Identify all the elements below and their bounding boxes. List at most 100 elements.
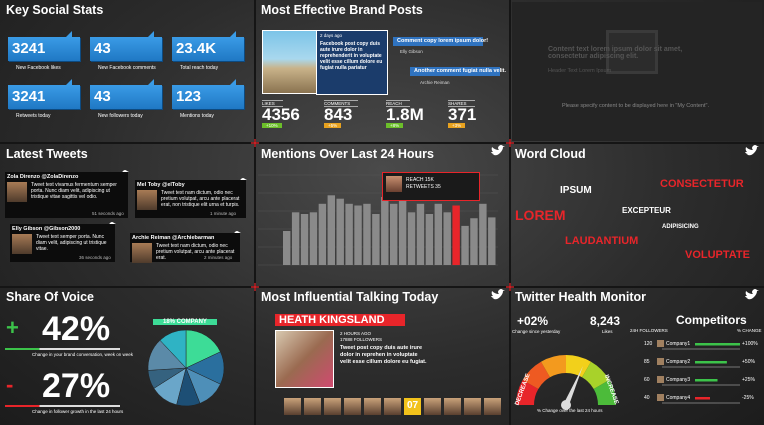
gauge-caption: % Change over the last 24 hours bbox=[537, 408, 603, 413]
panel-title: Latest Tweets bbox=[6, 147, 88, 161]
avatar-thumb: 07 bbox=[404, 398, 421, 415]
bubble-tail bbox=[66, 31, 72, 37]
tweet-time: 51 seconds ago bbox=[92, 211, 124, 216]
competitor-change: -25% bbox=[742, 395, 754, 401]
cloud-word: VOLUPTATE bbox=[685, 249, 750, 261]
competitor-followers: 120 bbox=[644, 341, 653, 347]
competitor-avatar bbox=[657, 340, 664, 347]
stat-label: New followers today bbox=[98, 113, 143, 119]
voice-line bbox=[5, 348, 120, 350]
metric-value: 1.8M bbox=[386, 105, 424, 124]
thumb-badge: 07 bbox=[407, 400, 419, 411]
mention-bar bbox=[291, 212, 300, 265]
pie-label: 18% COMPANY bbox=[153, 319, 217, 325]
gauge-segment bbox=[516, 380, 539, 405]
tweet-user: Zola Direnzo @ZolaDirenzo bbox=[7, 174, 79, 180]
gauge-segment bbox=[566, 355, 591, 378]
stat-label: New Facebook comments bbox=[98, 65, 156, 71]
influencer-photo bbox=[275, 330, 334, 388]
metric-label: SHARES bbox=[448, 100, 475, 107]
mention-bar bbox=[488, 217, 496, 265]
competitor-name: Company4 bbox=[666, 395, 691, 401]
competitors-title: Competitors bbox=[676, 313, 747, 327]
mention-bar bbox=[318, 203, 327, 265]
tweet-text: Tweet text nam dictum, odio nec pretium … bbox=[156, 243, 235, 261]
health-change-caption: Change since yesterday bbox=[512, 329, 561, 334]
tweet-text: Tweet text nam dictum, odio nec pretium … bbox=[161, 190, 240, 208]
metric-value: 371 bbox=[448, 105, 477, 124]
mention-bar bbox=[470, 218, 478, 265]
placeholder-icon bbox=[606, 30, 658, 74]
mention-bar bbox=[434, 203, 442, 265]
stat-value: 43 bbox=[94, 40, 111, 57]
tweet-time: 36 seconds ago bbox=[79, 255, 111, 260]
pie-slice bbox=[185, 329, 221, 369]
stat-value: 3241 bbox=[12, 88, 46, 105]
comment-bubble: Another comment fugiat nulla velit. bbox=[410, 67, 506, 76]
placeholder-note: Please specify content to be displayed h… bbox=[562, 103, 709, 109]
panel-title: Twitter Health Monitor bbox=[515, 290, 647, 304]
mention-bar bbox=[390, 203, 398, 265]
twitter-icon bbox=[745, 145, 759, 156]
competitor-bar bbox=[695, 379, 718, 382]
panel-title: Key Social Stats bbox=[6, 3, 104, 17]
tweet-text: Tweet text semper porta. Nunc diam velit… bbox=[36, 234, 107, 252]
stat-label: Total reach today bbox=[180, 65, 219, 71]
tweet-user: Mel Toby @elToby bbox=[137, 182, 185, 188]
stat-box: 123 bbox=[172, 85, 244, 109]
stat-label: Mentions today bbox=[180, 113, 214, 119]
mention-bar bbox=[407, 212, 416, 265]
voice-value: 42% bbox=[42, 310, 111, 348]
mention-bar bbox=[363, 203, 371, 265]
metric-change: +5% bbox=[324, 123, 342, 128]
gauge-needle bbox=[563, 366, 583, 405]
post-copy-box: 2 days ago Facebook post copy duis aute i… bbox=[316, 30, 388, 95]
metric-change: +10% bbox=[262, 123, 282, 128]
tweet-time: 1 minute ago bbox=[210, 211, 237, 216]
post-copy: Facebook post copy duis aute irure dolor… bbox=[320, 41, 383, 71]
stat-value: 43 bbox=[94, 88, 111, 105]
competitor-change: +100% bbox=[742, 341, 758, 347]
competitor-followers: 85 bbox=[644, 359, 650, 365]
comment-author: Archie Reiman bbox=[420, 80, 450, 85]
health-likes: 8,243 bbox=[590, 314, 621, 328]
competitor-name: Company3 bbox=[666, 377, 691, 383]
competitor-avatar bbox=[657, 358, 664, 365]
post-time: 2 days ago bbox=[320, 33, 343, 38]
avatar-thumb bbox=[364, 398, 381, 415]
bubble-tail bbox=[230, 79, 236, 85]
voice-caption: Change in your brand conversation, week … bbox=[32, 352, 134, 357]
mention-bar bbox=[479, 203, 487, 265]
metric-change: +8% bbox=[386, 123, 404, 128]
voice-line bbox=[5, 405, 120, 407]
metric-label: LIKES bbox=[262, 100, 283, 107]
cloud-word: CONSECTETUR bbox=[660, 178, 744, 190]
competitor-change: +50% bbox=[742, 359, 755, 365]
avatar-thumb bbox=[344, 398, 361, 415]
mention-popup bbox=[382, 172, 480, 201]
stat-box: 43 bbox=[90, 37, 162, 61]
gauge-segment bbox=[593, 380, 616, 405]
voice-sign: - bbox=[6, 372, 14, 397]
mention-bar bbox=[309, 212, 318, 265]
avatar-thumb bbox=[444, 398, 461, 415]
mention-bar bbox=[300, 214, 309, 265]
stat-value: 123 bbox=[176, 88, 202, 105]
cloud-word: ADIPISICING bbox=[662, 224, 699, 230]
panel-title: Most Effective Brand Posts bbox=[261, 3, 423, 17]
mention-bar bbox=[354, 205, 362, 265]
mention-bar bbox=[416, 203, 425, 265]
metric-label: COMMENTS bbox=[324, 100, 359, 107]
avatar-thumb bbox=[464, 398, 481, 415]
avatar-thumb bbox=[304, 398, 321, 415]
competitor-bar bbox=[695, 343, 740, 346]
bubble-tail bbox=[148, 79, 154, 85]
tweet-user: Elly Gibson @Gibson2000 bbox=[12, 226, 81, 232]
popup-avatar bbox=[386, 176, 402, 192]
tweet-avatar bbox=[137, 190, 157, 210]
mention-bar bbox=[327, 195, 335, 265]
